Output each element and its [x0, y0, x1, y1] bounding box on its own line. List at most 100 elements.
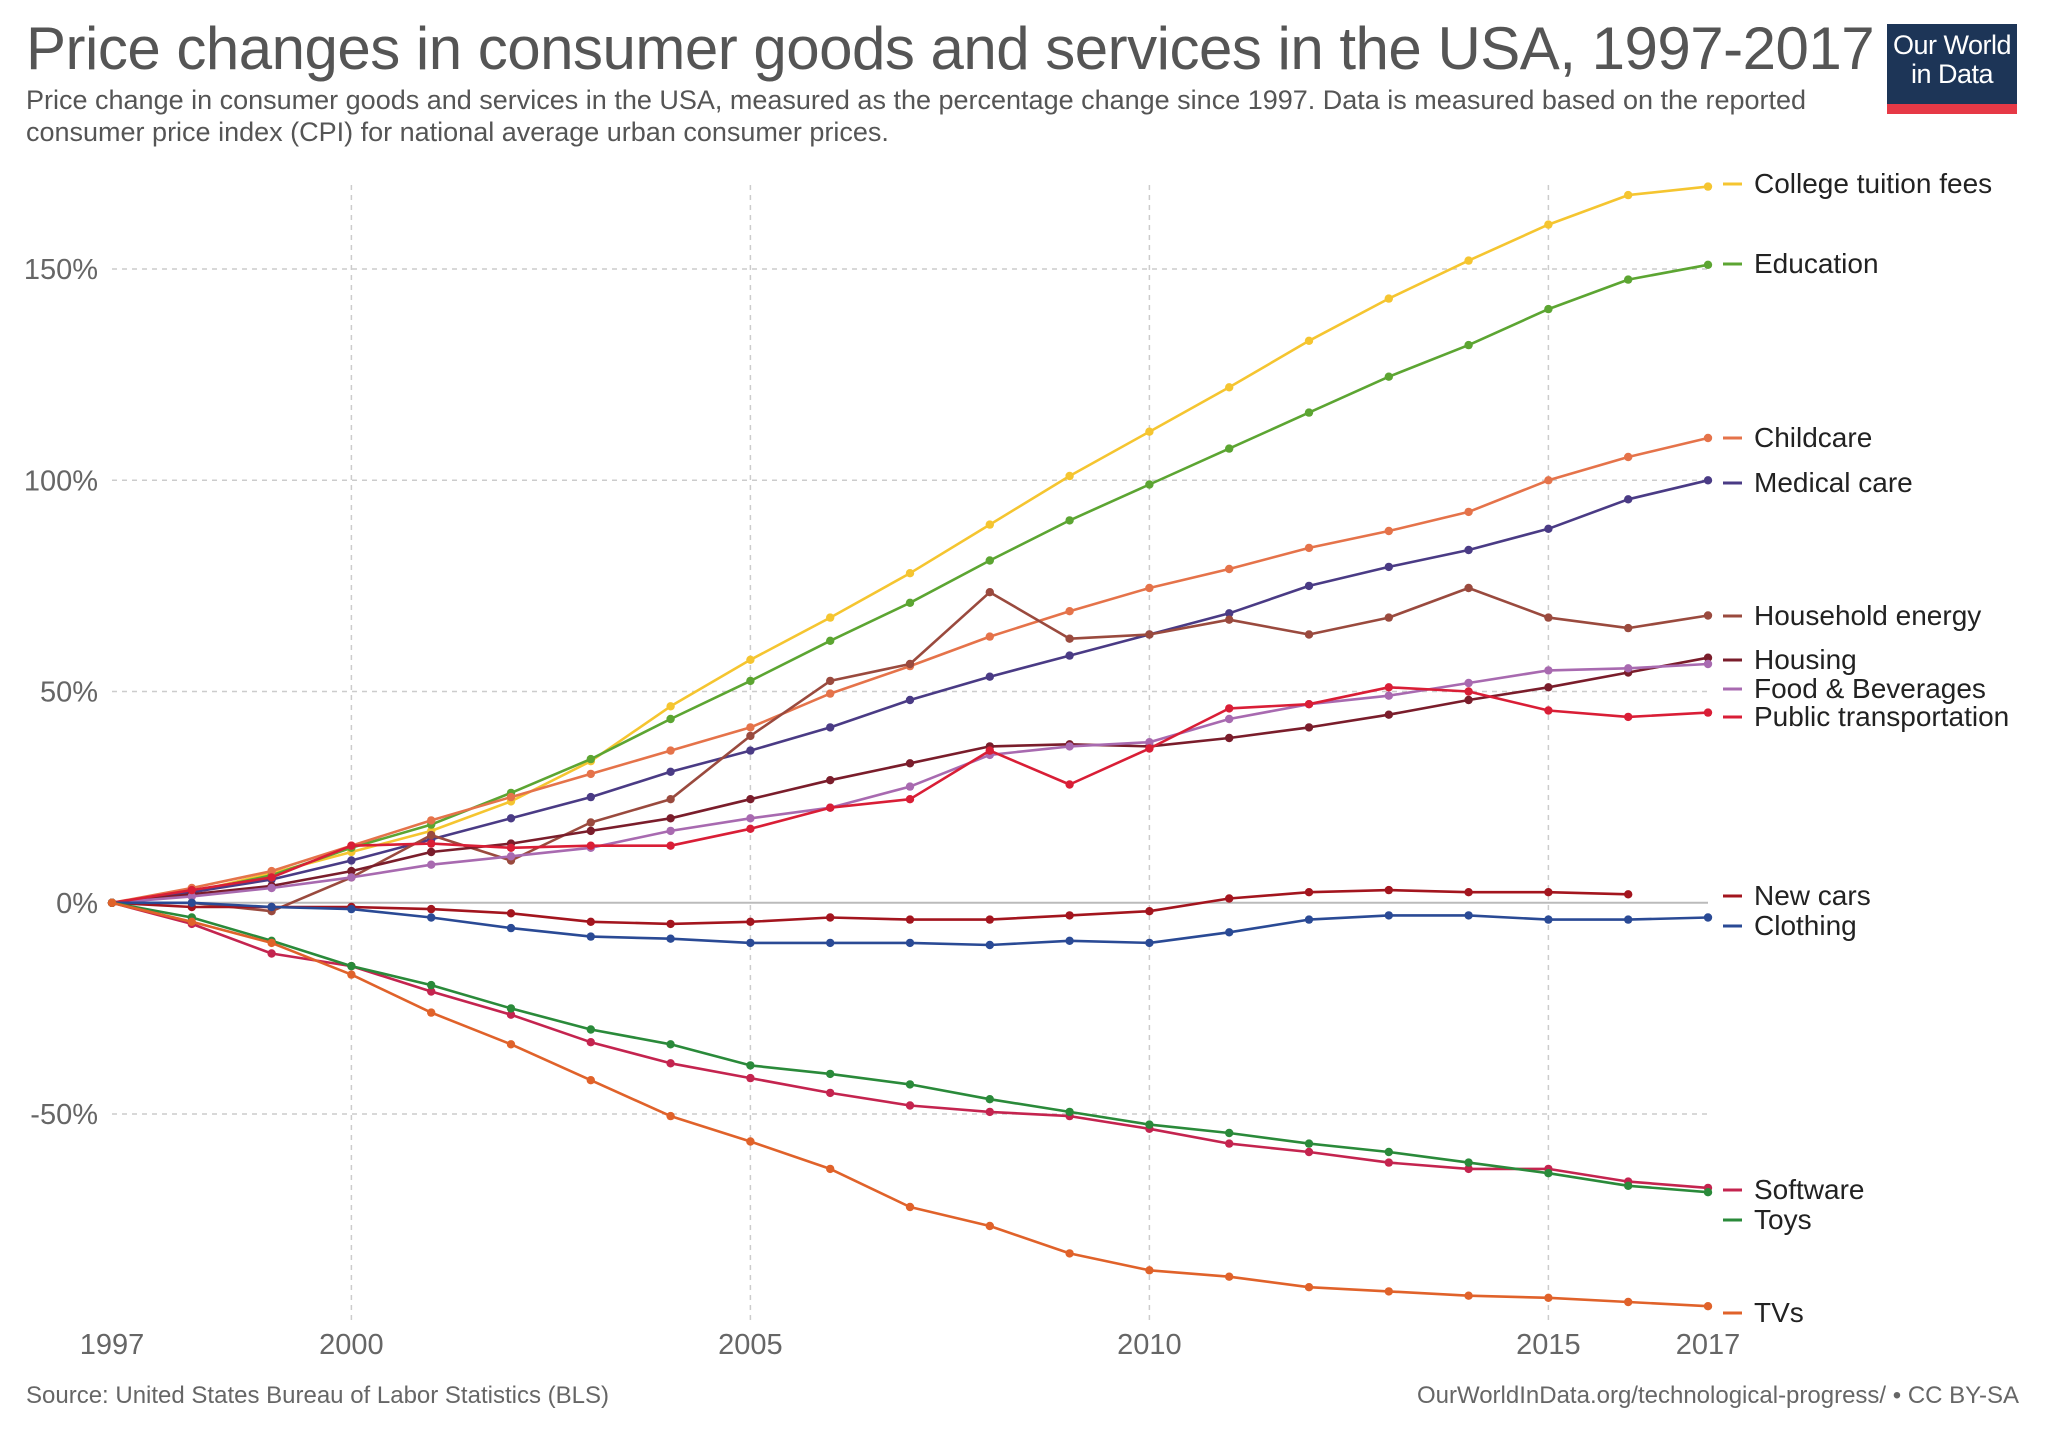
- data-point: [1304, 1139, 1314, 1148]
- data-point: [1464, 888, 1473, 897]
- data-point: [586, 792, 595, 802]
- data-point: [1464, 1164, 1473, 1174]
- data-point: [1304, 888, 1314, 897]
- data-point: [427, 913, 436, 922]
- data-point: [905, 938, 915, 948]
- data-point: [985, 915, 994, 924]
- data-point: [1624, 664, 1633, 673]
- x-tick-label: 2010: [1117, 1329, 1182, 1361]
- data-point: [1065, 634, 1074, 643]
- data-point: [1304, 700, 1314, 709]
- data-point: [746, 1061, 755, 1070]
- data-point: [746, 731, 755, 741]
- data-point: [905, 782, 915, 791]
- data-point: [985, 1221, 994, 1231]
- series-labels-layer: College tuition fees Education Childcare Me…: [1723, 168, 2009, 1328]
- data-point: [347, 841, 356, 850]
- data-point: [586, 826, 595, 836]
- series-label: Software: [1754, 1174, 1865, 1205]
- data-point: [506, 1040, 516, 1049]
- data-point: [1464, 1158, 1473, 1167]
- axis-labels-layer: -50% 0% 50% 100% 150% 1997 2000 2005 2010 2015 201…: [24, 254, 1740, 1361]
- data-point: [1703, 182, 1713, 191]
- series-label: New cars: [1754, 880, 1871, 911]
- data-point: [666, 1040, 675, 1049]
- data-point: [267, 938, 276, 948]
- data-point: [1065, 471, 1074, 481]
- data-point: [905, 1202, 915, 1212]
- data-point: [905, 569, 915, 578]
- data-point: [985, 940, 994, 950]
- line-chart: -50% 0% 50% 100% 150% 1997 2000 2005 2010 2015 201…: [24, 168, 2009, 1361]
- data-point: [427, 830, 436, 840]
- data-point: [1624, 712, 1633, 722]
- y-tick-label: 0%: [56, 888, 98, 920]
- data-point: [1544, 1169, 1553, 1178]
- owid-logo[interactable]: Our World in Data: [1887, 24, 2017, 114]
- data-point: [347, 856, 356, 865]
- data-point: [1384, 1287, 1394, 1296]
- data-point: [985, 1107, 994, 1117]
- data-point: [1384, 911, 1394, 920]
- data-point: [1464, 678, 1473, 688]
- data-point: [826, 803, 835, 812]
- data-point: [985, 632, 994, 641]
- data-point: [1544, 706, 1553, 715]
- data-point: [1225, 615, 1234, 624]
- data-point: [1304, 723, 1314, 732]
- series-label: Medical care: [1754, 467, 1913, 498]
- data-point: [985, 672, 994, 681]
- data-point: [586, 754, 595, 764]
- data-point: [1225, 609, 1234, 618]
- data-point: [1145, 630, 1154, 639]
- grid-layer: [112, 185, 1708, 1320]
- data-point: [1544, 476, 1553, 485]
- data-point: [826, 938, 835, 948]
- data-point: [1065, 1107, 1074, 1117]
- series-label: Toys: [1754, 1204, 1812, 1235]
- data-point: [1225, 704, 1234, 713]
- data-point: [1464, 911, 1473, 920]
- data-point: [427, 904, 436, 914]
- data-point: [666, 702, 675, 711]
- data-point: [427, 1008, 436, 1017]
- data-point: [187, 917, 196, 926]
- data-point: [985, 1095, 994, 1104]
- data-point: [1624, 1181, 1633, 1191]
- data-point: [1065, 742, 1074, 751]
- data-point: [1384, 613, 1394, 622]
- logo-line-1: Our World: [1892, 30, 2012, 60]
- data-point: [1145, 427, 1154, 436]
- data-point: [1304, 1283, 1314, 1292]
- data-point: [1544, 915, 1553, 924]
- data-point: [1703, 653, 1713, 662]
- logo-accent-bar: [1887, 104, 2017, 114]
- data-point: [267, 949, 276, 958]
- data-point: [746, 1073, 755, 1083]
- data-point: [1624, 890, 1633, 899]
- data-point: [1544, 683, 1553, 692]
- data-point: [586, 1038, 595, 1047]
- data-point: [1703, 913, 1713, 922]
- data-point: [985, 520, 994, 529]
- data-point: [427, 847, 436, 857]
- data-point: [905, 795, 915, 804]
- data-point: [267, 883, 276, 893]
- data-point: [666, 767, 675, 776]
- data-point: [666, 746, 675, 755]
- data-point: [1384, 691, 1394, 700]
- data-point: [1225, 444, 1234, 453]
- data-point: [427, 980, 436, 990]
- license-link[interactable]: OurWorldInData.org/technological-progres…: [1416, 1382, 2019, 1409]
- data-point: [427, 987, 436, 996]
- data-point: [187, 898, 196, 907]
- data-point: [1225, 1128, 1234, 1138]
- data-point: [905, 695, 915, 705]
- data-point: [427, 816, 436, 825]
- data-point: [586, 841, 595, 850]
- data-point: [826, 1088, 835, 1098]
- data-point: [1225, 1272, 1234, 1281]
- data-point: [586, 1025, 595, 1034]
- data-point: [427, 860, 436, 869]
- data-point: [1304, 1147, 1314, 1157]
